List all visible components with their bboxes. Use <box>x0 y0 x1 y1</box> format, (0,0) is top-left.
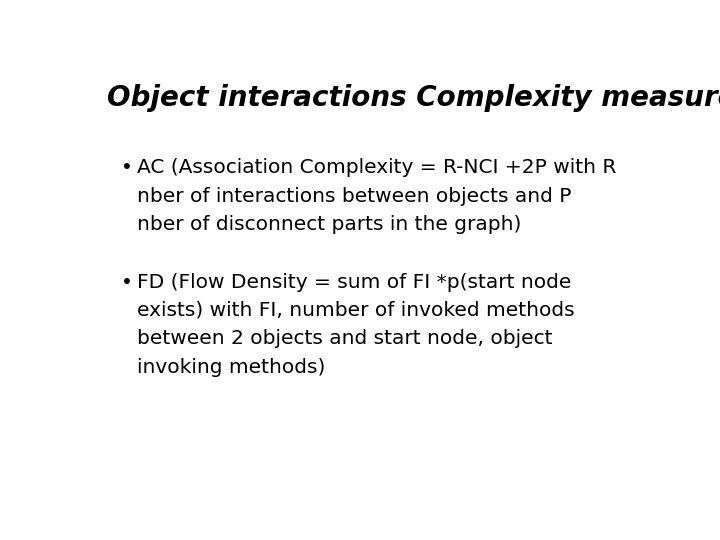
Text: •: • <box>121 158 132 177</box>
Text: FD (Flow Density = sum of FI *p(start node: FD (Flow Density = sum of FI *p(start no… <box>138 273 572 292</box>
Text: invoking methods): invoking methods) <box>138 357 326 376</box>
Text: exists) with FI, number of invoked methods: exists) with FI, number of invoked metho… <box>138 301 575 320</box>
Text: nber of disconnect parts in the graph): nber of disconnect parts in the graph) <box>138 215 522 234</box>
Text: Object interactions Complexity measures: Object interactions Complexity measures <box>107 84 720 112</box>
Text: nber of interactions between objects and P: nber of interactions between objects and… <box>138 187 572 206</box>
Text: •: • <box>121 273 132 292</box>
Text: AC (Association Complexity = R-NCI +2P with R: AC (Association Complexity = R-NCI +2P w… <box>138 158 617 177</box>
Text: between 2 objects and start node, object: between 2 objects and start node, object <box>138 329 553 348</box>
